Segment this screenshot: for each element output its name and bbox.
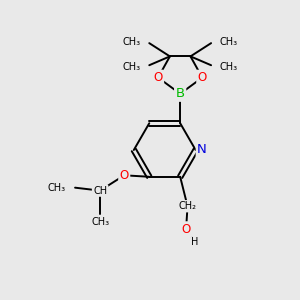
Text: CH₃: CH₃ [122,62,140,72]
Text: O: O [182,223,191,236]
Text: CH₃: CH₃ [91,217,109,227]
Text: CH₃: CH₃ [122,37,140,47]
Text: O: O [154,71,163,84]
Text: H: H [191,237,199,248]
Text: B: B [176,87,185,100]
Text: CH₃: CH₃ [220,62,238,72]
Text: CH₃: CH₃ [220,37,238,47]
Text: CH₃: CH₃ [47,183,66,193]
Text: O: O [198,71,207,84]
Text: O: O [120,169,129,182]
Text: CH₂: CH₂ [178,201,196,211]
Text: CH: CH [93,186,107,196]
Text: N: N [197,143,207,157]
